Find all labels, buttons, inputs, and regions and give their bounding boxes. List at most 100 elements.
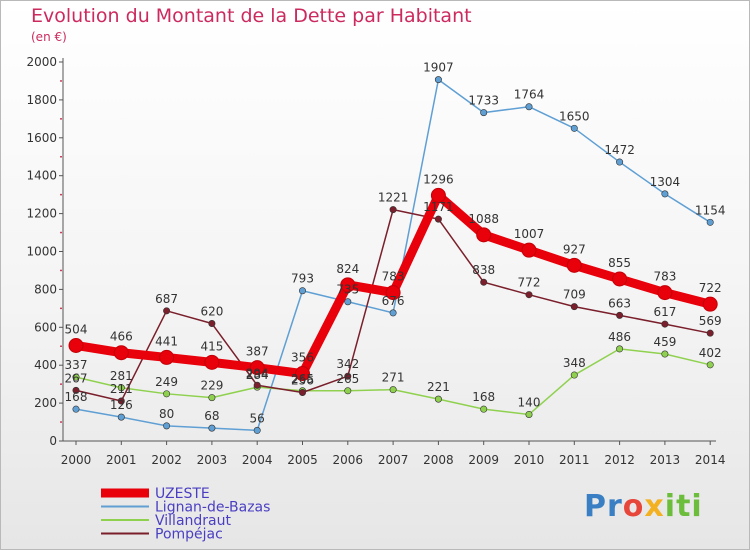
data-label: 415 xyxy=(200,339,223,353)
data-label: 824 xyxy=(336,262,359,276)
x-tick-label: 2000 xyxy=(61,453,92,467)
data-point xyxy=(661,350,669,358)
legend-label: Pompéjac xyxy=(155,527,223,543)
data-label: 569 xyxy=(699,314,722,328)
data-point xyxy=(253,381,261,389)
data-point xyxy=(480,278,488,286)
data-label: 620 xyxy=(200,305,223,319)
x-tick-label: 2013 xyxy=(650,453,681,467)
x-tick-label: 2011 xyxy=(559,453,590,467)
data-label: 617 xyxy=(653,305,676,319)
data-point xyxy=(525,410,533,418)
data-label: 168 xyxy=(472,390,495,404)
x-tick-label: 2005 xyxy=(287,453,318,467)
data-label: 256 xyxy=(291,373,314,387)
data-point xyxy=(521,242,537,258)
data-point xyxy=(702,296,718,312)
data-label: 783 xyxy=(382,270,405,284)
chart-subtitle: (en €) xyxy=(31,30,67,44)
x-tick-label: 2004 xyxy=(242,453,273,467)
data-label: 709 xyxy=(563,288,586,302)
data-point xyxy=(117,397,125,405)
data-point xyxy=(295,366,310,382)
data-point xyxy=(249,360,265,376)
data-point xyxy=(566,257,582,273)
data-point xyxy=(298,388,306,396)
data-label: 229 xyxy=(200,379,223,393)
data-point xyxy=(570,124,578,132)
data-label: 271 xyxy=(382,371,405,385)
data-point xyxy=(340,277,356,293)
y-tick-label: 600 xyxy=(34,320,57,334)
data-label: 772 xyxy=(518,276,541,290)
data-label: 504 xyxy=(65,322,88,336)
data-point xyxy=(72,373,80,381)
data-label: 211 xyxy=(110,382,133,396)
data-label: 265 xyxy=(336,372,359,386)
legend-label: UZESTE xyxy=(155,486,210,502)
data-point xyxy=(657,285,673,301)
data-point xyxy=(117,413,125,421)
data-label: 783 xyxy=(653,270,676,284)
data-label: 80 xyxy=(159,407,174,421)
data-label: 1154 xyxy=(695,203,726,217)
data-point xyxy=(72,386,80,394)
y-tick-label: 2000 xyxy=(26,55,57,69)
data-label: 348 xyxy=(563,356,586,370)
data-point xyxy=(480,109,488,117)
data-point xyxy=(117,384,125,392)
data-point xyxy=(298,287,306,295)
data-label: 294 xyxy=(246,366,269,380)
y-tick-label: 1000 xyxy=(26,245,57,259)
data-point xyxy=(434,395,442,403)
proxiti-logo: Proxiti xyxy=(584,489,703,524)
data-label: 1764 xyxy=(514,88,545,102)
data-label: 441 xyxy=(155,334,178,348)
data-point xyxy=(163,390,171,398)
data-point xyxy=(706,329,714,337)
y-tick-label: 1600 xyxy=(26,131,57,145)
data-label: 1650 xyxy=(559,109,590,123)
x-tick-label: 2003 xyxy=(197,453,228,467)
data-point xyxy=(661,190,669,198)
data-point xyxy=(706,218,714,226)
data-label: 1733 xyxy=(468,94,499,108)
data-label: 1472 xyxy=(604,143,635,157)
data-point xyxy=(661,320,669,328)
data-label: 265 xyxy=(291,372,314,386)
data-label: 1907 xyxy=(423,61,454,75)
x-tick-label: 2006 xyxy=(333,453,364,467)
data-label: 126 xyxy=(110,398,133,412)
data-label: 722 xyxy=(699,281,722,295)
data-point xyxy=(163,307,171,315)
data-label: 402 xyxy=(699,346,722,360)
data-label: 337 xyxy=(65,358,88,372)
x-tick-label: 2008 xyxy=(423,453,454,467)
y-tick-label: 1200 xyxy=(26,207,57,221)
data-label: 486 xyxy=(608,330,631,344)
data-point xyxy=(570,371,578,379)
legend-label: Villandraut xyxy=(155,513,231,529)
data-label: 342 xyxy=(336,357,359,371)
y-tick-label: 0 xyxy=(49,434,57,448)
data-label: 387 xyxy=(246,345,269,359)
data-point xyxy=(430,187,446,203)
data-point xyxy=(208,320,216,328)
legend-label: Lignan-de-Bazas xyxy=(155,500,270,516)
x-tick-label: 2002 xyxy=(151,453,182,467)
data-label: 855 xyxy=(608,256,631,270)
data-point xyxy=(434,76,442,84)
data-label: 676 xyxy=(382,294,405,308)
data-point xyxy=(253,426,261,434)
data-label: 140 xyxy=(518,395,541,409)
data-label: 838 xyxy=(472,263,495,277)
data-point xyxy=(480,405,488,413)
data-point xyxy=(344,372,352,380)
data-point xyxy=(616,311,624,319)
data-point xyxy=(389,386,397,394)
data-label: 356 xyxy=(291,351,314,365)
data-point xyxy=(159,349,175,365)
data-label: 168 xyxy=(65,390,88,404)
